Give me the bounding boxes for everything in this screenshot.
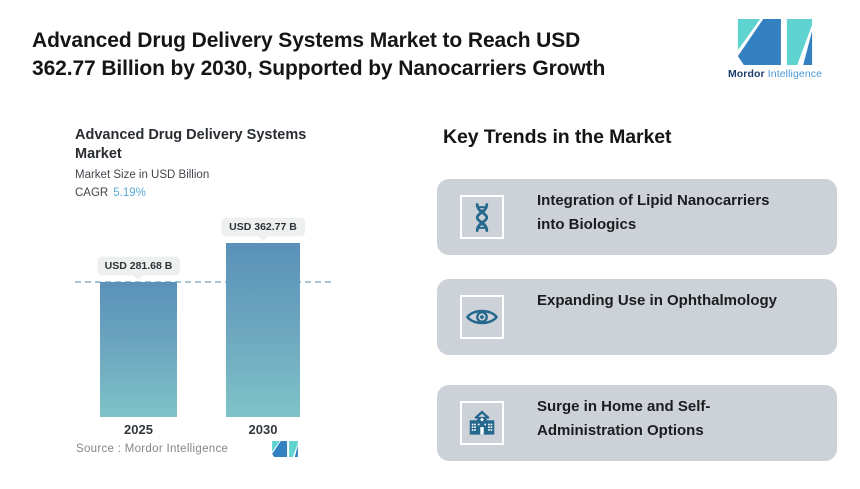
hospital-icon — [469, 410, 495, 435]
icon-frame — [460, 295, 504, 339]
trend-card-home-administration: Surge in Home and Self- Administration O… — [437, 385, 837, 461]
bar-2025 — [100, 282, 177, 417]
icon-frame — [460, 401, 504, 445]
page-title: Advanced Drug Delivery Systems Market to… — [32, 27, 652, 83]
chart-cagr: CAGR 5.19% — [75, 187, 146, 199]
trends-heading: Key Trends in the Market — [443, 126, 672, 148]
headline-line-2: 362.77 Billion by 2030, Supported by Nan… — [32, 57, 606, 80]
trend-text-line-1: Integration of Lipid Nanocarriers — [537, 192, 770, 209]
cagr-value: 5.19% — [113, 187, 146, 199]
value-callout-2025: USD 281.68 B — [97, 257, 180, 275]
eye-icon — [466, 309, 498, 325]
brand-logo: Mordor Intelligence — [727, 19, 823, 80]
source-brand-icon — [272, 441, 298, 457]
brand-name-bold: Mordor — [727, 68, 765, 80]
brand-wordmark: Mordor Intelligence — [727, 68, 823, 80]
bar-group-2030: USD 362.77 B 2030 — [222, 205, 304, 437]
mordor-intelligence-logo-icon — [737, 19, 813, 65]
trend-card-lipid-nanocarriers: Integration of Lipid Nanocarriers into B… — [437, 179, 837, 255]
source-attribution: Source : Mordor Intelligence — [76, 443, 229, 455]
chart-title: Advanced Drug Delivery Systems Market — [75, 126, 306, 164]
chart-title-line-1: Advanced Drug Delivery Systems — [75, 127, 307, 143]
chart-title-line-2: Market — [75, 146, 122, 162]
trend-text-line-1: Expanding Use in Ophthalmology — [537, 292, 778, 309]
trend-card-text: Surge in Home and Self- Administration O… — [537, 395, 710, 443]
x-tick-2025: 2025 — [124, 422, 153, 437]
trend-text-line-1: Surge in Home and Self- — [537, 398, 711, 415]
bar-group-2025: USD 281.68 B 2025 — [97, 205, 180, 437]
bar-chart: USD 281.68 B 2025 USD 362.77 B 2030 — [75, 205, 345, 437]
icon-frame — [460, 195, 504, 239]
dna-icon — [475, 202, 489, 232]
x-tick-2030: 2030 — [248, 422, 278, 437]
brand-name-light: Intelligence — [767, 68, 823, 80]
cagr-label: CAGR — [75, 187, 109, 199]
trend-card-text: Integration of Lipid Nanocarriers into B… — [537, 189, 770, 237]
trend-text-line-2: into Biologics — [537, 216, 637, 233]
trend-card-text: Expanding Use in Ophthalmology — [537, 289, 777, 313]
headline-line-1: Advanced Drug Delivery Systems Market to… — [32, 29, 581, 52]
reference-dashed-line — [75, 281, 331, 283]
trend-text-line-2: Administration Options — [537, 422, 704, 439]
value-callout-2030: USD 362.77 B — [222, 218, 304, 236]
chart-subtitle: Market Size in USD Billion — [75, 169, 210, 181]
trend-card-ophthalmology: Expanding Use in Ophthalmology — [437, 279, 837, 355]
bar-2030 — [226, 243, 300, 417]
